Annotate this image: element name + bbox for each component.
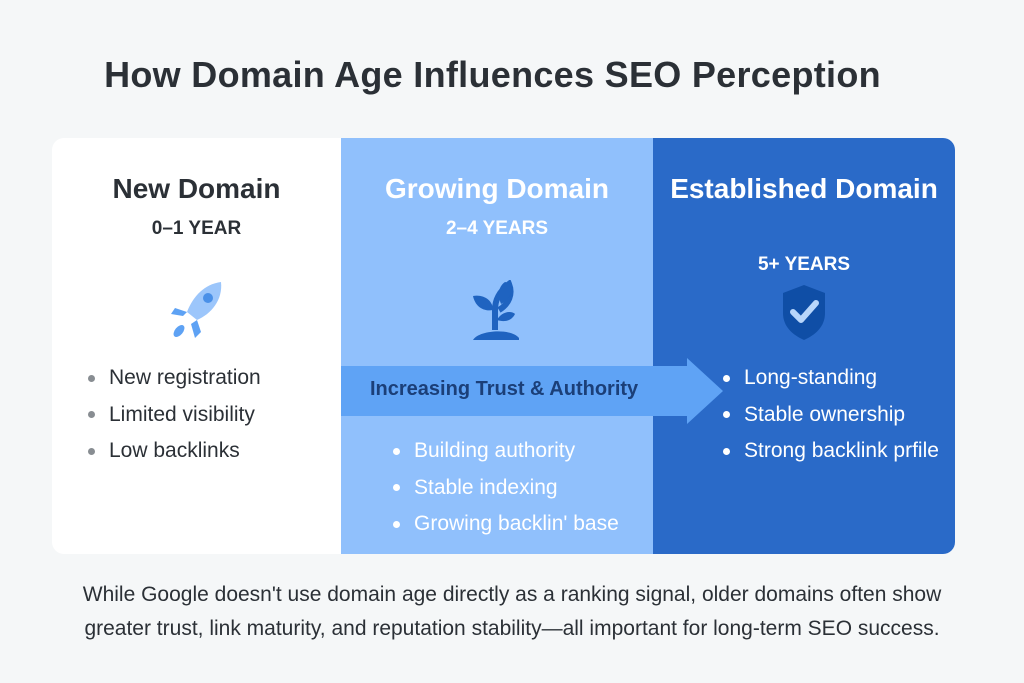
column-heading: Established Domain: [670, 173, 938, 204]
sprout-icon: [473, 280, 519, 340]
domain-age-card: New Domain 0–1 YEAR New registration Lim…: [52, 138, 955, 554]
column-heading: Growing Domain: [385, 173, 609, 204]
column-established-domain: Established Domain 5+ YEARS Long-standin…: [653, 138, 955, 554]
bullet-list: Building authority Stable indexing Growi…: [393, 433, 619, 543]
rocket-icon: [171, 282, 222, 338]
page-title: How Domain Age Influences SEO Perception: [104, 54, 881, 95]
column-heading: New Domain: [112, 173, 281, 204]
column-new-domain: New Domain 0–1 YEAR New registration Lim…: [52, 138, 341, 554]
list-item: Stable indexing: [393, 470, 619, 507]
bullet-list: Long-standing Stable ownership Strong ba…: [723, 360, 939, 470]
bullet-list: New registration Limited visibility Low …: [88, 360, 261, 470]
list-item: Low backlinks: [88, 433, 261, 470]
list-item: Growing backlin' base: [393, 506, 619, 543]
arrow-label: Increasing Trust & Authority: [370, 378, 639, 400]
shield-check-icon: [783, 285, 825, 340]
column-age: 0–1 YEAR: [151, 218, 242, 239]
trust-arrow: [341, 358, 723, 424]
column-growing-domain: Growing Domain 2–4 YEARS Building author…: [341, 138, 653, 554]
footer-text: While Google doesn't use domain age dire…: [82, 583, 942, 640]
list-item: Stable ownership: [723, 397, 939, 434]
list-item: Limited visibility: [88, 397, 261, 434]
column-age: 5+ YEARS: [757, 254, 851, 275]
list-item: Building authority: [393, 433, 619, 470]
list-item: Strong backlink prfile: [723, 433, 939, 470]
column-age: 2–4 YEARS: [445, 218, 549, 239]
list-item: New registration: [88, 360, 261, 397]
list-item: Long-standing: [723, 360, 939, 397]
